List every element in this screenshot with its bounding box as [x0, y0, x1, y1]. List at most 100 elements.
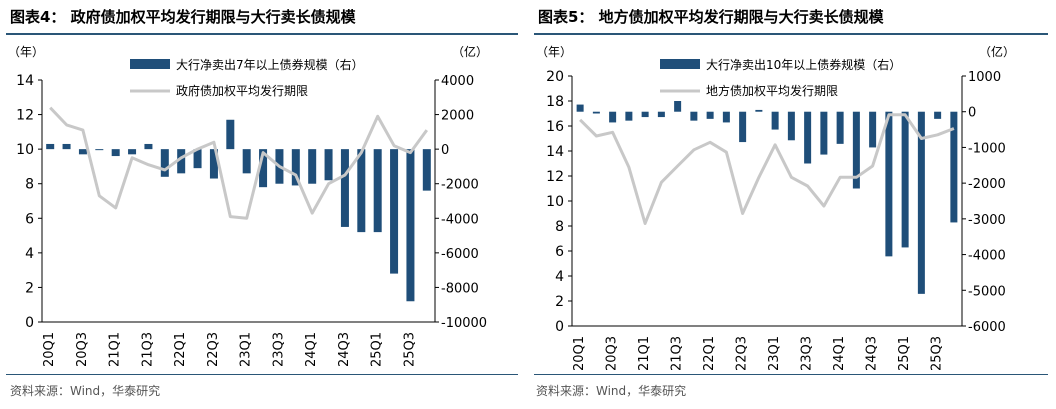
- bar: [324, 149, 333, 181]
- bar: [641, 111, 649, 118]
- left-axis-unit: （年）: [536, 45, 572, 59]
- chart-panel-left: 图表4： 政府债加权平均发行期限与大行卖长债规模 （年） （亿） 0 2 4 6 8 10 12…: [0, 0, 525, 409]
- bar: [950, 111, 958, 223]
- left-axis-unit: （年）: [8, 45, 44, 59]
- bar: [226, 119, 235, 150]
- right-tick-label: -6000: [441, 247, 479, 262]
- bar: [340, 149, 349, 227]
- x-tick-label: 25Q3: [402, 332, 417, 367]
- left-tick-label: 18: [546, 94, 564, 110]
- left-tick-label: 14: [546, 144, 564, 160]
- bar: [901, 111, 909, 248]
- x-tick-label: 25Q1: [897, 336, 912, 371]
- right-tick-label: -6000: [968, 320, 1006, 335]
- right-tick-label: -8000: [441, 281, 479, 296]
- line-series: [49, 106, 429, 220]
- left-tick-label: 14: [16, 73, 34, 89]
- source-note: 资料来源：Wind，华泰研究: [536, 384, 687, 398]
- chart-svg: （年） （亿） 0 2 4 6 8 10 12 14 16 18 20 -6000 -5000 -4000 -3…: [536, 44, 1015, 371]
- left-tick-label: 4: [555, 269, 564, 285]
- right-tick-label: 1000: [968, 70, 1001, 85]
- left-tick-label: 10: [546, 194, 564, 210]
- bar: [722, 111, 730, 123]
- bar: [373, 149, 382, 233]
- bar: [869, 111, 877, 148]
- legend-line-label: 政府债加权平均发行期限: [176, 83, 308, 98]
- footer-rule: [6, 374, 518, 375]
- x-tick-label: 21Q1: [637, 336, 652, 371]
- x-tick-label: 23Q3: [271, 332, 286, 367]
- x-tick-label: 24Q1: [832, 336, 847, 371]
- left-tick-label: 20: [546, 69, 564, 85]
- left-tick-label: 2: [555, 294, 564, 310]
- bar: [885, 111, 893, 257]
- x-tick-label: 20Q3: [75, 332, 90, 367]
- x-tick-label: 24Q3: [337, 332, 352, 367]
- x-tick-label: 21Q1: [108, 332, 123, 367]
- left-tick-label: 0: [25, 315, 34, 331]
- right-tick-label: -3000: [968, 213, 1006, 228]
- x-tick-label: 20Q1: [572, 336, 587, 371]
- bar: [291, 149, 300, 186]
- x-tick-label: 24Q3: [865, 336, 880, 371]
- bar: [690, 111, 698, 121]
- legend-line-label: 地方债加权平均发行期限: [706, 83, 838, 98]
- left-tick-label: 8: [555, 219, 564, 235]
- footer-rule: [534, 374, 1048, 375]
- bar: [357, 149, 366, 233]
- bar: [390, 149, 399, 274]
- x-tick-label: 23Q1: [767, 336, 782, 371]
- x-tick-label: 21Q3: [670, 336, 685, 371]
- bar: [852, 111, 860, 189]
- right-tick-label: -4000: [968, 249, 1006, 264]
- bar: [406, 149, 415, 302]
- legend-bar-label: 大行净卖出7年以上债券规模（右）: [176, 57, 364, 72]
- right-tick-label: 0: [441, 143, 449, 158]
- line-series: [579, 113, 955, 225]
- left-tick-label: 0: [555, 319, 564, 335]
- right-tick-label: -4000: [441, 212, 479, 227]
- x-tick-label: 21Q3: [140, 332, 155, 367]
- figure-title: 图表4： 政府债加权平均发行期限与大行卖长债规模: [10, 8, 356, 26]
- right-tick-label: -5000: [968, 284, 1006, 299]
- x-tick-label: 22Q3: [206, 332, 221, 367]
- bar: [787, 111, 795, 141]
- right-axis-unit: （亿）: [452, 44, 488, 59]
- bar: [144, 143, 153, 150]
- chart-panel-right: 图表5： 地方债加权平均发行期限与大行卖长债规模 （年） （亿） 0 2 4 6 8 10 12…: [528, 0, 1056, 409]
- x-tick-label: 23Q1: [239, 332, 254, 367]
- right-tick-label: 2000: [441, 109, 474, 124]
- x-tick-label: 22Q1: [702, 336, 717, 371]
- right-tick-label: -10000: [441, 316, 487, 331]
- bar: [625, 111, 633, 121]
- bar: [209, 149, 218, 179]
- bar: [62, 143, 71, 150]
- x-tick-label: 22Q1: [173, 332, 188, 367]
- bar: [193, 149, 202, 169]
- left-tick-label: 16: [546, 119, 564, 135]
- bar: [177, 149, 186, 174]
- right-tick-label: 0: [968, 106, 976, 121]
- title-rule: [534, 33, 1048, 35]
- bar: [46, 143, 55, 150]
- left-tick-label: 6: [25, 211, 34, 227]
- bar: [308, 149, 317, 184]
- left-tick-label: 2: [25, 280, 34, 296]
- bar: [422, 149, 431, 191]
- x-tick-label: 23Q3: [800, 336, 815, 371]
- bar: [160, 149, 169, 177]
- bar: [242, 149, 251, 174]
- bar: [706, 111, 714, 119]
- bar: [78, 149, 87, 155]
- bar: [259, 149, 268, 188]
- bar: [576, 104, 584, 112]
- right-tick-label: -1000: [968, 141, 1006, 156]
- x-tick-label: 20Q3: [605, 336, 620, 371]
- bar: [804, 111, 812, 164]
- bar: [771, 111, 779, 130]
- bar: [95, 149, 104, 151]
- figure-title: 图表5： 地方债加权平均发行期限与大行卖长债规模: [538, 8, 884, 26]
- x-tick-label: 25Q1: [370, 332, 385, 367]
- bar: [820, 111, 828, 155]
- bar: [836, 111, 844, 144]
